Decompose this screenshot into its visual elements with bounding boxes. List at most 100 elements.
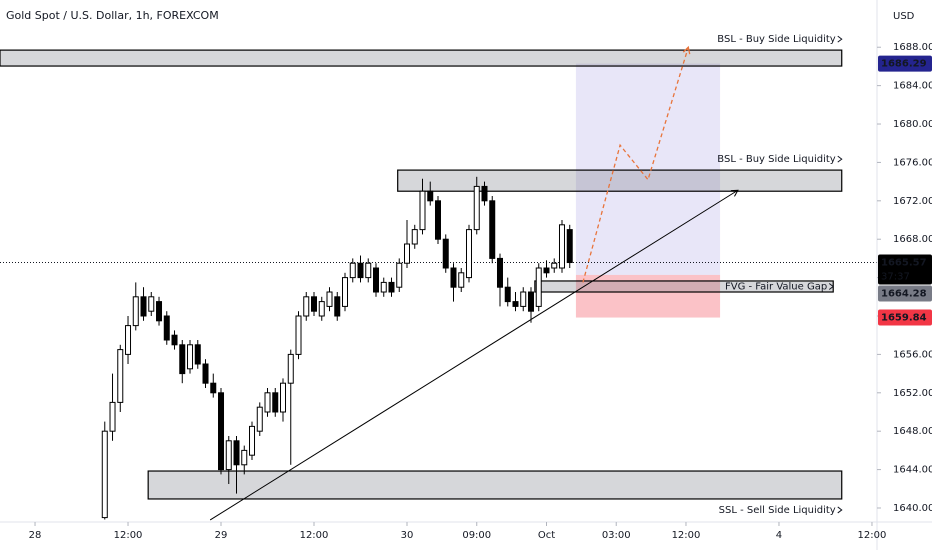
y-tick-label: 1652.00 bbox=[893, 388, 932, 399]
candle-body bbox=[419, 190, 426, 231]
price-label: 1665.57 bbox=[881, 258, 927, 269]
candle-body bbox=[357, 262, 364, 279]
price-label-box bbox=[878, 254, 932, 285]
candle-body bbox=[450, 267, 457, 288]
stop-zone bbox=[575, 274, 721, 318]
liquidity-zone bbox=[147, 470, 843, 500]
candle-body bbox=[566, 229, 573, 264]
candle-body bbox=[442, 238, 449, 269]
zone-label: SSL - Sell Side Liquidity bbox=[719, 505, 836, 516]
currency: USD bbox=[893, 11, 915, 22]
candle-body bbox=[318, 301, 325, 317]
candle-body bbox=[349, 262, 356, 279]
candle-body bbox=[527, 291, 534, 312]
candle-body bbox=[434, 200, 441, 240]
candle-body bbox=[287, 353, 294, 384]
zone-label: BSL - Buy Side Liquidity bbox=[717, 34, 836, 45]
y-tick-label: 1668.00 bbox=[893, 234, 932, 245]
candle-body bbox=[558, 224, 565, 269]
candle-body bbox=[388, 281, 395, 293]
candle-body bbox=[210, 382, 217, 394]
candle-body bbox=[342, 277, 349, 307]
candle-body bbox=[233, 440, 240, 466]
candle-body bbox=[489, 200, 496, 259]
y-tick-label: 1656.00 bbox=[893, 349, 932, 360]
x-tick-label: 09:00 bbox=[462, 530, 491, 541]
candle-body bbox=[272, 392, 279, 413]
candle-body bbox=[225, 440, 232, 471]
candle-body bbox=[202, 363, 209, 384]
x-tick-label: 12:00 bbox=[672, 530, 701, 541]
x-tick-label: 4 bbox=[776, 530, 782, 541]
x-tick-label: 29 bbox=[215, 530, 228, 541]
candle-body bbox=[218, 392, 225, 471]
zone-arrow bbox=[837, 155, 843, 163]
candle-body bbox=[465, 229, 472, 279]
trendline bbox=[209, 189, 739, 521]
candle-body bbox=[194, 344, 201, 365]
candle-body bbox=[473, 185, 480, 231]
plot-area: BSL - Buy Side Liquidity BSL - Buy Side L… bbox=[0, 34, 877, 521]
candle-body bbox=[520, 291, 527, 307]
price-label-box bbox=[878, 285, 932, 302]
price-label: 1659.84 bbox=[881, 313, 927, 324]
candle-body bbox=[132, 296, 139, 327]
candle-body bbox=[504, 286, 511, 303]
candle-body bbox=[396, 262, 403, 288]
projection-arrow bbox=[682, 45, 691, 55]
x-tick-label: 12:00 bbox=[114, 530, 143, 541]
x-tick-label: 12:00 bbox=[858, 530, 887, 541]
candle-body bbox=[326, 291, 333, 307]
candle-body bbox=[264, 392, 271, 413]
candle-body bbox=[373, 267, 380, 293]
candle-body bbox=[458, 272, 465, 288]
candle-body bbox=[551, 262, 558, 269]
candle-body bbox=[256, 406, 263, 432]
candle-body bbox=[171, 334, 178, 346]
trendline-arrow bbox=[730, 189, 739, 197]
candle-body bbox=[427, 190, 434, 202]
x-tick-label: 30 bbox=[401, 530, 414, 541]
candle-body bbox=[249, 425, 256, 456]
y-tick-label: 1640.00 bbox=[893, 503, 932, 514]
candle-body bbox=[280, 382, 287, 413]
candle-body bbox=[380, 281, 387, 293]
candle-body bbox=[512, 301, 519, 307]
candle-body bbox=[535, 267, 542, 307]
zone-arrow bbox=[828, 283, 835, 290]
y-tick-label: 1644.00 bbox=[893, 465, 932, 476]
candle-body bbox=[117, 349, 124, 403]
candle-body bbox=[403, 243, 410, 264]
liquidity-zone bbox=[397, 169, 843, 192]
candle-body bbox=[411, 229, 418, 245]
candle-body bbox=[179, 344, 186, 375]
y-tick-label: 1672.00 bbox=[893, 196, 932, 207]
candle-body bbox=[303, 296, 310, 317]
projection bbox=[582, 47, 689, 283]
y-tick-label: 1648.00 bbox=[893, 426, 932, 437]
price-label-box bbox=[878, 55, 932, 72]
price-label-box bbox=[878, 309, 932, 326]
x-tick-label: Oct bbox=[538, 530, 555, 541]
zone-arrow bbox=[837, 35, 843, 43]
zone-arrow bbox=[837, 506, 843, 514]
countdown: 37:37 bbox=[881, 272, 910, 283]
y-tick-label: 1680.00 bbox=[893, 119, 932, 130]
target-zone bbox=[575, 63, 721, 275]
y-tick-label: 1688.00 bbox=[893, 42, 932, 53]
candle-body bbox=[496, 257, 503, 288]
x-tick-label: 12:00 bbox=[300, 530, 329, 541]
y-tick-label: 1684.00 bbox=[893, 81, 932, 92]
candle-body bbox=[365, 262, 372, 279]
candle-body bbox=[311, 296, 318, 312]
x-tick-label: 03:00 bbox=[602, 530, 631, 541]
candle-body bbox=[125, 325, 132, 355]
candle-body bbox=[481, 185, 488, 202]
candle-body bbox=[109, 401, 116, 432]
y-tick-label: 1676.00 bbox=[893, 157, 932, 168]
candle-body bbox=[543, 267, 550, 274]
candle-body bbox=[101, 430, 108, 519]
candle-body bbox=[156, 301, 163, 322]
candle-body bbox=[140, 296, 147, 317]
